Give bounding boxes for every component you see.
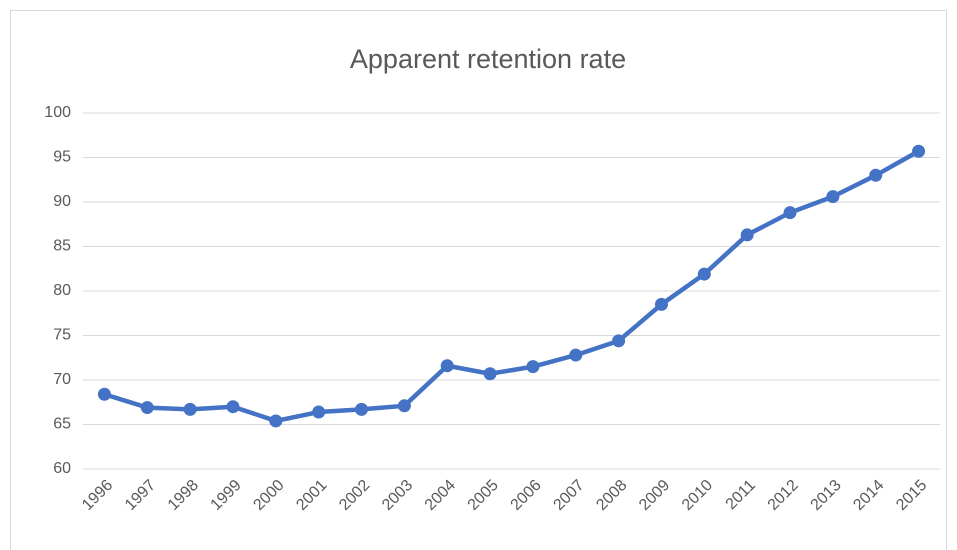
marker [654, 297, 668, 311]
marker [226, 400, 240, 414]
marker [569, 348, 583, 362]
marker [697, 267, 711, 281]
marker [97, 387, 111, 401]
y-tick-label: 90 [53, 193, 71, 210]
marker [183, 402, 197, 416]
y-tick-label: 85 [53, 238, 71, 255]
y-tick-label: 70 [53, 371, 71, 388]
marker [526, 360, 540, 374]
marker [483, 367, 497, 381]
y-tick-label: 100 [44, 104, 71, 121]
marker [912, 144, 926, 158]
y-tick-label: 75 [53, 327, 71, 344]
marker [312, 405, 326, 419]
marker [740, 228, 754, 242]
marker [397, 399, 411, 413]
line [103, 149, 920, 424]
y-tick-label: 80 [53, 282, 71, 299]
chart-frame [10, 10, 947, 550]
marker [269, 414, 283, 428]
y-tick-label: 65 [53, 416, 71, 433]
marker [440, 359, 454, 373]
marker [140, 401, 154, 415]
y-tick-label: 60 [53, 460, 71, 477]
chart-title: Apparent retention rate [350, 44, 626, 74]
marker [612, 334, 626, 348]
marker [783, 206, 797, 220]
marker [826, 190, 840, 204]
marker [869, 168, 883, 182]
marker [355, 402, 369, 416]
y-tick-label: 95 [53, 149, 71, 166]
